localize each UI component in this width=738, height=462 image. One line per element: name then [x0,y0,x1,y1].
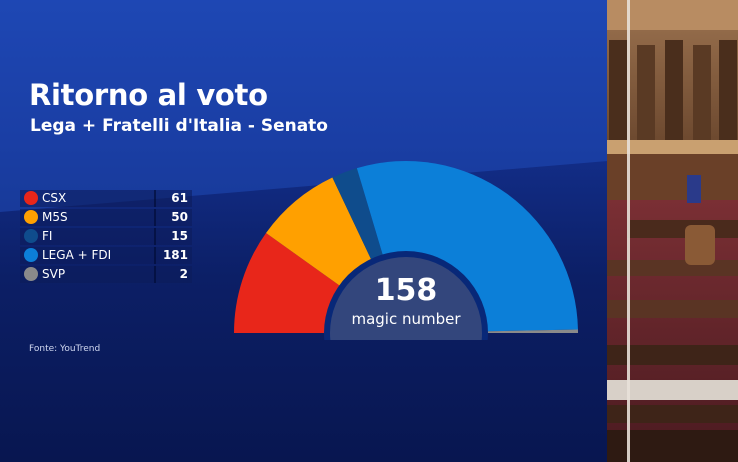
legend: CSX 61 M5S 50 FI 15 LEGA + FDI 181 SVP 2 [20,190,192,285]
senate-chamber-photo [607,0,738,462]
legend-value-lega-fdi: 181 [162,248,188,262]
magic-number-label: magic number [351,310,461,328]
legend-row-lega-fdi: LEGA + FDI 181 [20,247,192,264]
legend-value-csx: 61 [171,191,188,205]
legend-separator [154,209,156,226]
legend-label-fi: FI [42,229,53,243]
legend-separator [154,228,156,245]
legend-label-csx: CSX [42,191,67,205]
magic-number-value: 158 [375,273,438,308]
seat-chart: 158 magic number [234,161,578,340]
legend-label-lega-fdi: LEGA + FDI [42,248,112,262]
legend-separator [154,190,156,207]
legend-label-m5s: M5S [42,210,68,224]
chart-subtitle: Lega + Fratelli d'Italia - Senato [30,116,328,136]
legend-dot-csx [24,191,38,205]
legend-row-svp: SVP 2 [20,266,192,283]
legend-dot-m5s [24,210,38,224]
legend-value-fi: 15 [171,229,188,243]
legend-separator [154,247,156,264]
legend-separator [154,266,156,283]
legend-value-m5s: 50 [171,210,188,224]
legend-dot-svp [24,267,38,281]
legend-label-svp: SVP [42,267,66,281]
legend-row-fi: FI 15 [20,228,192,245]
legend-value-svp: 2 [179,267,188,281]
legend-row-m5s: M5S 50 [20,209,192,226]
chart-title: Ritorno al voto [29,78,268,112]
legend-dot-fi [24,229,38,243]
center-disc [330,257,482,340]
legend-dot-lega-fdi [24,248,38,262]
legend-row-csx: CSX 61 [20,190,192,207]
source-note: Fonte: YouTrend [29,344,101,354]
